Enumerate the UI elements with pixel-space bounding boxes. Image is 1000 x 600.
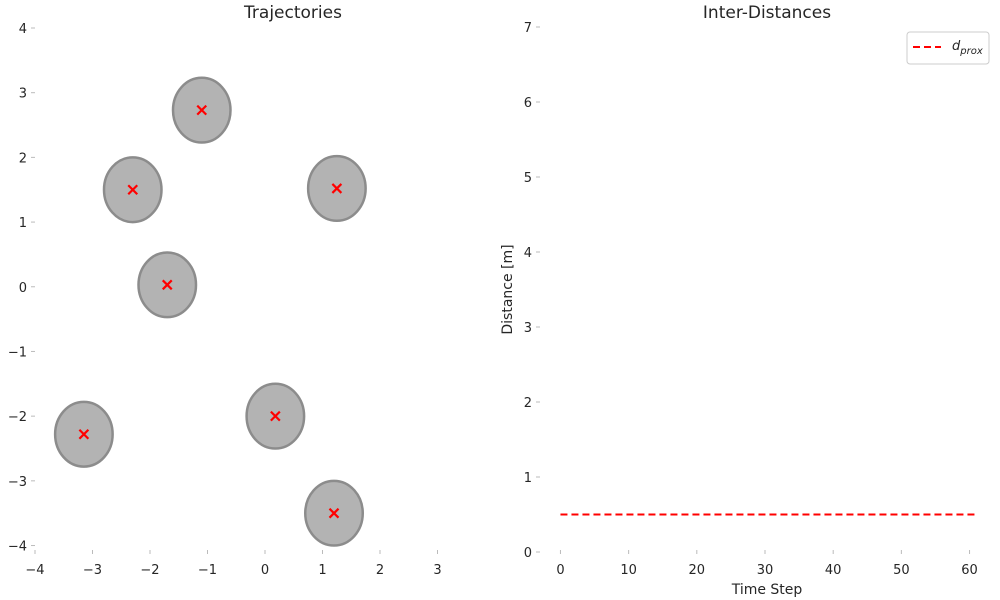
- agent-position-marker: [196, 104, 208, 116]
- y-tick-label: 3: [524, 321, 532, 336]
- agent-7: [304, 479, 364, 547]
- agent-2: [102, 156, 163, 224]
- y-tick-label: −4: [8, 540, 27, 555]
- y-tick-label: 4: [524, 246, 532, 261]
- agent-position-marker: [328, 507, 340, 519]
- inter-distances-plot: Inter-Distances 0 10 20 30 40 50 60 0 1 2 3 4 5 6 7 T…: [500, 3, 990, 598]
- agent-position-marker: [331, 183, 343, 194]
- y-tick-label: −3: [8, 475, 27, 490]
- inter-distances-y-ticks: 0 1 2 3 4 5 6 7: [524, 21, 540, 561]
- y-tick-label: 0: [19, 281, 27, 296]
- x-tick-label: 3: [433, 563, 441, 578]
- y-tick-label: 4: [19, 22, 27, 37]
- trajectories-plot: Trajectories −4 −3 −2 −1 0 1 2 3 −4 −3 −2 −1 0 1 2 3 4: [8, 3, 442, 578]
- x-tick-label: 0: [261, 563, 269, 578]
- agent-position-marker: [127, 184, 139, 196]
- inter-distances-x-ticks: 0 10 20 30 40 50 60: [556, 550, 978, 578]
- legend-label-d-prox: dprox: [952, 39, 983, 57]
- x-tick-label: 60: [961, 563, 978, 578]
- inter-distances-y-axis-label: Distance [m]: [500, 244, 516, 334]
- x-tick-label: −4: [25, 563, 44, 578]
- x-tick-label: 1: [318, 563, 326, 578]
- agent-position-marker: [161, 279, 173, 291]
- legend-box: [906, 31, 990, 65]
- x-tick-label: 20: [689, 563, 706, 578]
- x-tick-label: −1: [198, 563, 217, 578]
- trajectories-title: Trajectories: [243, 3, 342, 23]
- x-tick-label: 2: [376, 563, 384, 578]
- y-tick-label: 2: [524, 396, 532, 411]
- agent-position-marker: [78, 428, 90, 440]
- x-tick-label: 30: [757, 563, 774, 578]
- agent-3: [306, 154, 367, 223]
- x-tick-label: 50: [893, 563, 910, 578]
- trajectories-points: [53, 76, 367, 547]
- agent-4: [137, 251, 198, 319]
- x-tick-label: 10: [620, 563, 637, 578]
- agent-position-marker: [270, 410, 281, 422]
- y-tick-label: 7: [524, 21, 532, 36]
- y-tick-label: 1: [524, 471, 532, 486]
- y-tick-label: 3: [19, 87, 27, 102]
- agent-5: [245, 382, 306, 450]
- y-tick-label: 0: [524, 546, 532, 561]
- y-tick-label: 6: [524, 96, 532, 111]
- y-tick-label: −1: [8, 345, 27, 360]
- y-tick-label: 2: [19, 151, 27, 166]
- x-tick-label: −3: [83, 563, 102, 578]
- agent-1: [171, 76, 232, 144]
- agent-6: [53, 400, 114, 468]
- trajectories-x-ticks: −4 −3 −2 −1 0 1 2 3: [25, 550, 442, 578]
- inter-distances-title: Inter-Distances: [703, 3, 831, 23]
- y-tick-label: 5: [524, 171, 532, 186]
- trajectories-y-ticks: −4 −3 −2 −1 0 1 2 3 4: [8, 22, 35, 555]
- y-tick-label: −2: [8, 410, 27, 425]
- inter-distances-x-axis-label: Time Step: [731, 582, 803, 598]
- x-tick-label: 0: [556, 563, 564, 578]
- legend: dprox: [906, 31, 990, 65]
- x-tick-label: −2: [140, 563, 159, 578]
- y-tick-label: 1: [19, 216, 27, 231]
- x-tick-label: 40: [825, 563, 842, 578]
